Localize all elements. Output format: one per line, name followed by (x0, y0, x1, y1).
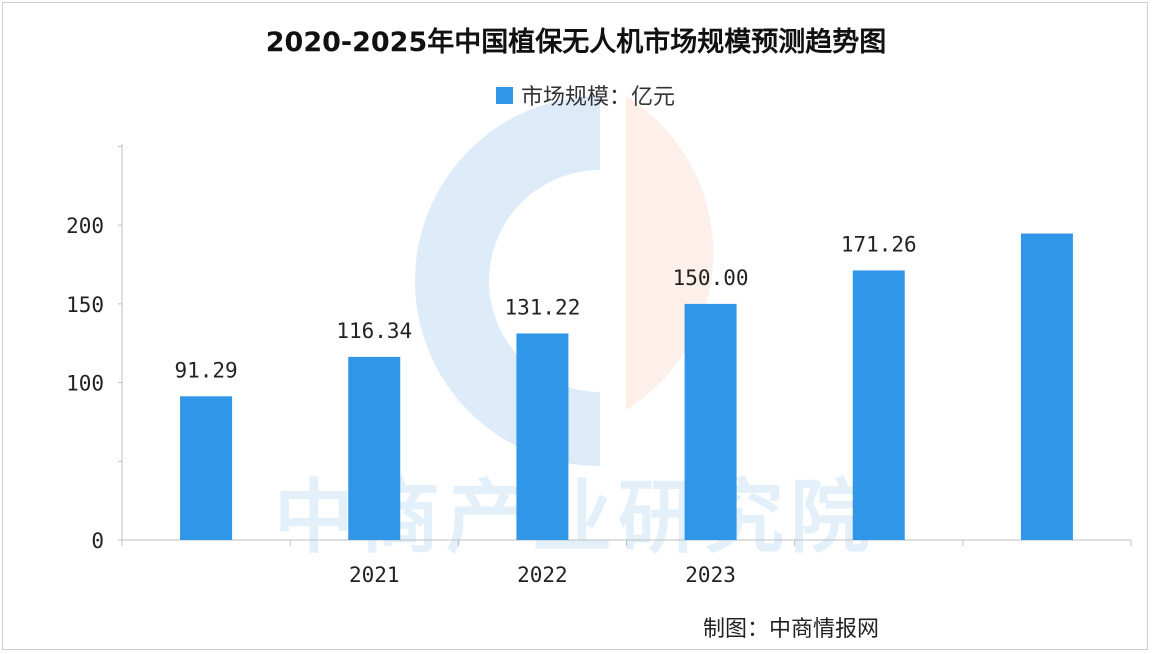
x-axis-labels: 2021 2022 2023 (349, 563, 736, 587)
x-tick-label: 2023 (685, 563, 736, 587)
legend-swatch (496, 87, 513, 104)
y-tick-label: 200 (66, 214, 104, 238)
axes (118, 144, 1132, 546)
data-labels: 91.29 116.34 131.22 150.00 171.26 (174, 232, 916, 382)
y-tick-label: 150 (66, 293, 104, 317)
bar-value-label: 171.26 (841, 232, 917, 256)
legend: 市场规模：亿元 (496, 85, 675, 110)
x-tick-label: 2022 (517, 563, 568, 587)
bar-value-label: 116.34 (336, 319, 412, 343)
y-axis-ticks: 0 100 150 200 (66, 214, 104, 553)
credit-text: 制图：中商情报网 (703, 617, 879, 642)
bar-value-label: 150.00 (673, 266, 749, 290)
y-tick-label: 100 (66, 372, 104, 396)
bar-value-label: 91.29 (174, 358, 237, 382)
bar (684, 303, 737, 540)
bars (180, 233, 1073, 540)
bar (180, 396, 233, 540)
bar (516, 333, 569, 540)
bar (852, 270, 905, 540)
bar (348, 356, 401, 540)
bar (1020, 233, 1073, 540)
y-tick-label: 0 (91, 529, 104, 553)
legend-label: 市场规模：亿元 (521, 85, 675, 110)
chart-title: 2020-2025年中国植保无人机市场规模预测趋势图 (266, 26, 887, 58)
x-tick-label: 2021 (349, 563, 400, 587)
bar-value-label: 131.22 (504, 295, 580, 319)
